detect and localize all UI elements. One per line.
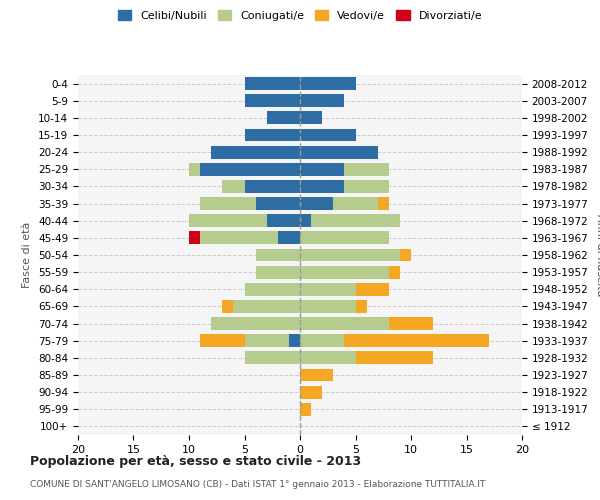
Legend: Celibi/Nubili, Coniugati/e, Vedovi/e, Divorziati/e: Celibi/Nubili, Coniugati/e, Vedovi/e, Di…	[113, 6, 487, 25]
Bar	[300, 386, 322, 398]
Bar	[245, 77, 300, 90]
Bar	[356, 300, 367, 313]
Bar	[200, 232, 278, 244]
Bar	[356, 352, 433, 364]
Bar	[289, 334, 300, 347]
Bar	[300, 197, 334, 210]
Bar	[300, 146, 378, 158]
Bar	[256, 248, 300, 262]
Bar	[356, 283, 389, 296]
Bar	[311, 214, 400, 227]
Bar	[300, 334, 344, 347]
Bar	[245, 180, 300, 193]
Bar	[223, 300, 233, 313]
Bar	[300, 317, 389, 330]
Bar	[256, 266, 300, 278]
Bar	[300, 403, 311, 415]
Bar	[300, 266, 389, 278]
Bar	[245, 352, 300, 364]
Bar	[300, 214, 311, 227]
Bar	[189, 163, 200, 175]
Bar	[389, 317, 433, 330]
Bar	[389, 266, 400, 278]
Bar	[200, 163, 300, 175]
Bar	[233, 300, 300, 313]
Bar	[300, 248, 400, 262]
Bar	[189, 232, 200, 244]
Bar	[200, 334, 245, 347]
Bar	[300, 77, 356, 90]
Bar	[300, 112, 322, 124]
Y-axis label: Fasce di età: Fasce di età	[22, 222, 32, 288]
Bar	[245, 94, 300, 107]
Bar	[300, 300, 356, 313]
Bar	[211, 317, 300, 330]
Bar	[245, 334, 289, 347]
Bar	[256, 197, 300, 210]
Bar	[400, 248, 411, 262]
Bar	[300, 128, 356, 141]
Bar	[344, 163, 389, 175]
Bar	[300, 283, 356, 296]
Bar	[344, 180, 389, 193]
Bar	[334, 197, 378, 210]
Bar	[300, 352, 356, 364]
Bar	[300, 94, 344, 107]
Bar	[378, 197, 389, 210]
Text: COMUNE DI SANT'ANGELO LIMOSANO (CB) - Dati ISTAT 1° gennaio 2013 - Elaborazione : COMUNE DI SANT'ANGELO LIMOSANO (CB) - Da…	[30, 480, 485, 489]
Bar	[300, 163, 344, 175]
Bar	[211, 146, 300, 158]
Bar	[300, 232, 389, 244]
Bar	[245, 128, 300, 141]
Bar	[278, 232, 300, 244]
Text: Popolazione per età, sesso e stato civile - 2013: Popolazione per età, sesso e stato civil…	[30, 455, 361, 468]
Bar	[267, 112, 300, 124]
Y-axis label: Anni di nascita: Anni di nascita	[595, 214, 600, 296]
Bar	[300, 368, 334, 382]
Bar	[200, 197, 256, 210]
Bar	[267, 214, 300, 227]
Bar	[223, 180, 245, 193]
Bar	[300, 180, 344, 193]
Bar	[344, 334, 489, 347]
Bar	[245, 283, 300, 296]
Bar	[189, 214, 267, 227]
